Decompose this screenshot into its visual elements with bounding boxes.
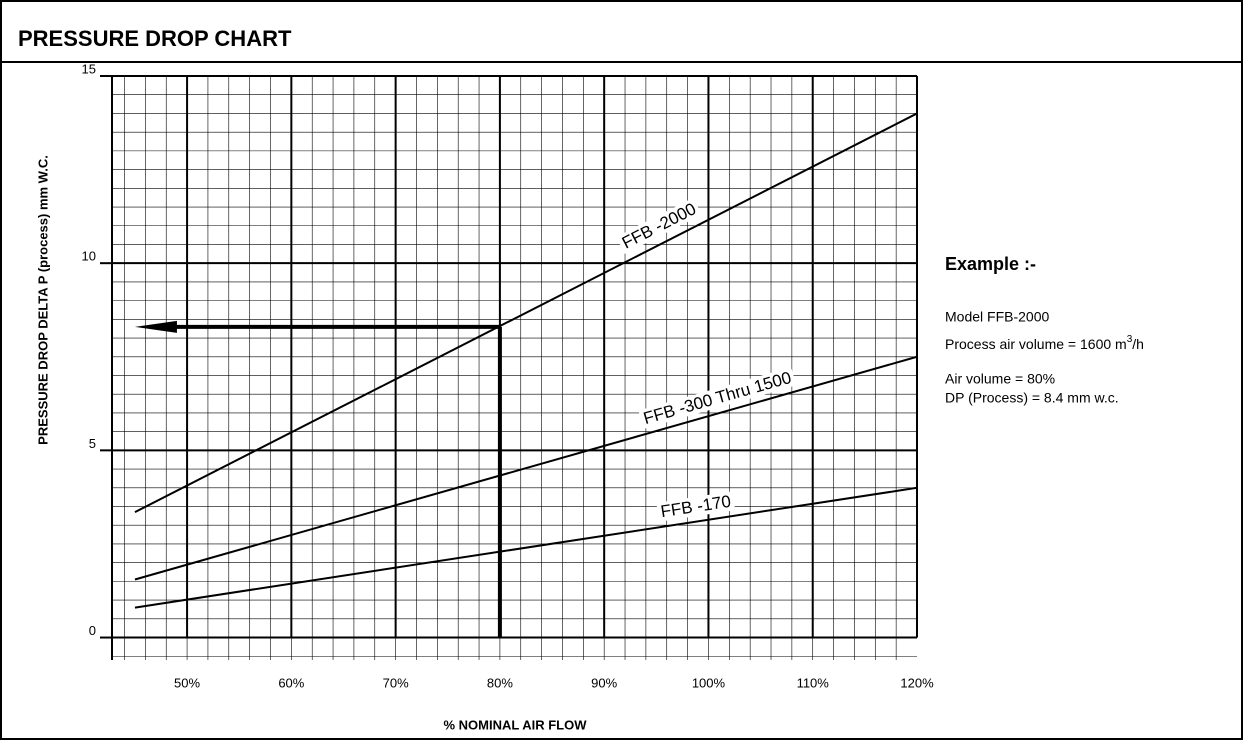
series-line [134,486,918,609]
label-background [656,491,736,522]
x-tick-label: 70% [383,675,409,690]
x-tick-label: 110% [797,675,830,690]
text: /h [1132,336,1144,352]
x-tick-label: 50% [174,675,200,690]
example-heading: Example :- [945,254,1036,274]
example-model: Model FFB-2000 [945,309,1049,325]
y-tick-label: 15 [82,61,96,76]
series-line [134,355,918,581]
x-tick-label: 120% [900,675,934,690]
y-tick-label: 5 [89,436,96,451]
x-tick-label: 60% [278,675,304,690]
x-axis-label: % NOMINAL AIR FLOW [444,717,588,732]
text: Process air volume = 1600 m [945,336,1127,352]
superscript: 3 [1127,334,1133,345]
example-dp: DP (Process) = 8.4 mm w.c. [945,390,1119,406]
series-line [134,112,918,514]
y-axis-label: PRESSURE DROP DELTA P (process) mm W.C. [35,155,50,445]
label-background [616,197,702,254]
x-tick-label: 100% [692,675,726,690]
label-background [638,367,797,429]
x-tick-label: 80% [487,675,513,690]
chart-title: PRESSURE DROP CHART [18,26,292,51]
example-volume: Process air volume = 1600 m3/h [945,334,1144,352]
arrow-head [134,320,177,333]
y-tick-label: 10 [82,249,96,264]
example-air-volume: Air volume = 80% [945,371,1055,387]
x-tick-label: 90% [591,675,617,690]
y-tick-label: 0 [89,623,96,638]
